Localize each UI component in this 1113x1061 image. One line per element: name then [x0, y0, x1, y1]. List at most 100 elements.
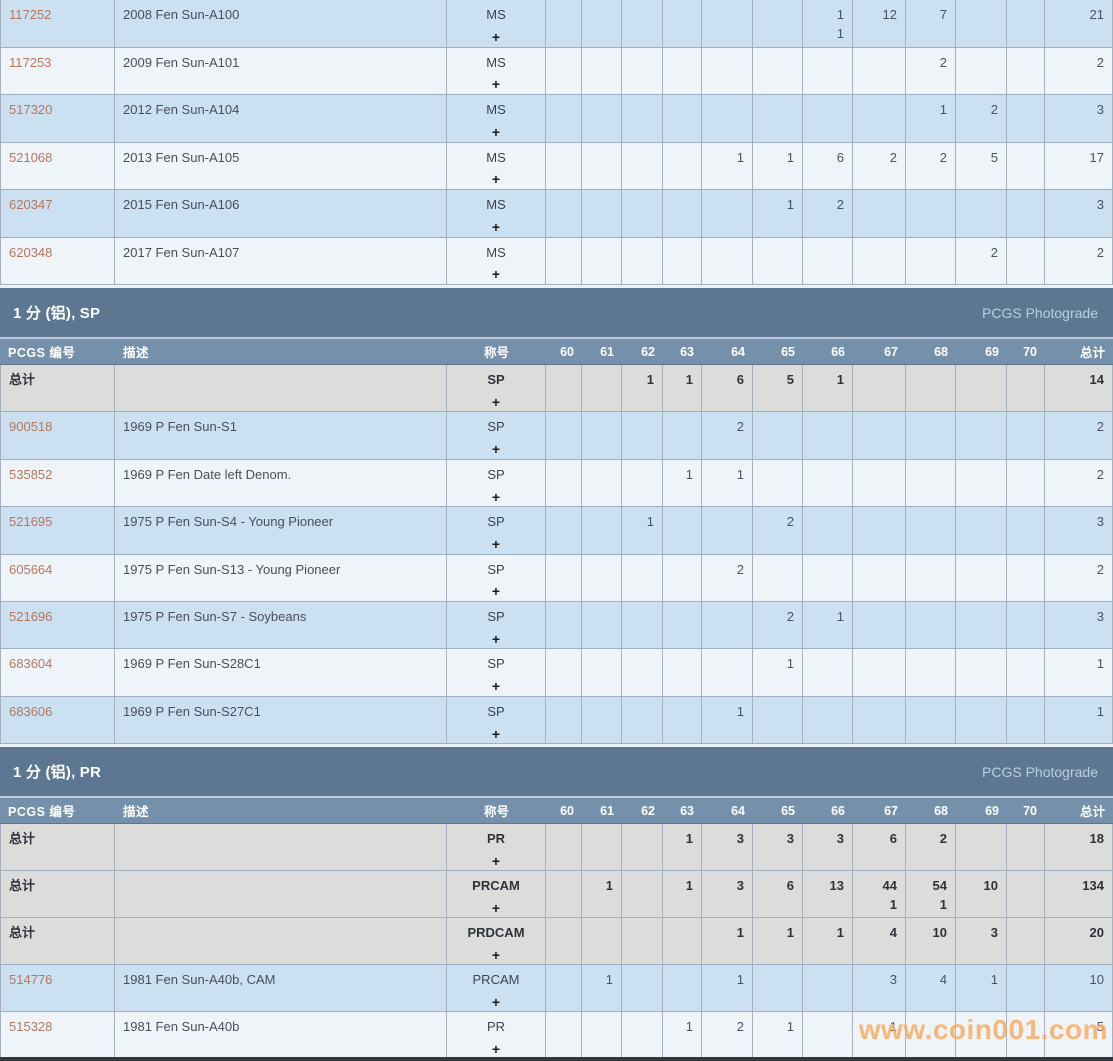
pcgs-number-cell: 521068: [0, 142, 115, 189]
pcgs-number-link[interactable]: 620348: [9, 244, 53, 260]
total-cell: 2: [1045, 237, 1113, 284]
table-row: 117252 2008 Fen Sun-A100 MS +1 1 12 7 21: [0, 0, 1113, 48]
pcgs-number-cell: 620347: [0, 190, 115, 237]
pcgs-photograde-link[interactable]: PCGS Photograde: [982, 763, 1098, 780]
grade-cell-70: [1007, 142, 1045, 189]
grade-cell-61: [582, 190, 622, 237]
grade-cell-61: [582, 142, 622, 189]
plus-grade-indicator: +: [491, 393, 501, 410]
grade-cell-69: [956, 190, 1007, 237]
pcgs-number-link[interactable]: 521695: [9, 514, 53, 530]
grade-cell-69: 2: [956, 95, 1007, 142]
designation-label: MS: [486, 54, 506, 70]
pcgs-number-link[interactable]: 683604: [9, 656, 53, 672]
pcgs-number-cell: 521695: [0, 507, 115, 554]
column-header-pcgs-number: PCGS 编号: [8, 346, 76, 360]
designation-cell: MS +: [447, 142, 546, 189]
grade-cell-68: [906, 601, 956, 649]
pcgs-number-link[interactable]: 535852: [9, 466, 53, 482]
grade-cell-60: [546, 365, 582, 412]
pcgs-number-link[interactable]: 620347: [9, 197, 53, 212]
grade-cell-65: [753, 95, 803, 142]
grade-cell-61: [582, 95, 622, 142]
pcgs-number-link[interactable]: 900518: [9, 419, 53, 435]
grade-cell-61: [582, 365, 622, 412]
description-cell: 2017 Fen Sun-A107: [115, 237, 447, 284]
plus-grade-indicator: +: [491, 171, 501, 188]
plus-grade-indicator: +: [491, 946, 501, 963]
grade-cell-67: [853, 459, 906, 507]
grade-cell-69: [956, 459, 1007, 507]
column-header-grade-63: 63: [680, 344, 694, 359]
designation-label: MS: [486, 149, 506, 165]
section-ms-continuation: 117252 2008 Fen Sun-A100 MS +1 1 12 7 21 117253…: [0, 0, 1113, 285]
grade-cell-60: [546, 47, 582, 94]
grade-cell-68: [906, 649, 956, 696]
description-cell: 1969 P Fen Date left Denom.: [115, 459, 447, 507]
column-header-grade-64: 64: [731, 344, 745, 359]
grade-cell-63: 1: [663, 459, 702, 507]
designation-label: MS: [486, 7, 506, 22]
pcgs-number-link[interactable]: 514776: [9, 972, 53, 988]
grade-cell-63: [663, 0, 702, 47]
pcgs-number-link[interactable]: 515328: [9, 1019, 53, 1035]
grade-cell-65: [753, 412, 803, 459]
grade-cell-70: [1007, 601, 1045, 649]
grade-cell-67: 2: [853, 142, 906, 189]
pcgs-number-link[interactable]: 517320: [9, 102, 53, 117]
pcgs-number-link[interactable]: 117253: [9, 54, 52, 70]
grade-cell-62: [622, 0, 663, 47]
table-row: 535852 1969 P Fen Date left Denom. SP +1 1 2: [0, 459, 1113, 508]
grade-cell-64: 1: [702, 918, 753, 965]
grade-cell-69: 3: [956, 918, 1007, 965]
grade-cell-62: 1: [622, 365, 663, 412]
grade-cell-64: 3: [702, 871, 753, 918]
grade-cell-66: 1 1: [803, 0, 853, 47]
grade-cell-67: [853, 365, 906, 412]
plus-grade-indicator: +: [491, 1040, 501, 1057]
grade-cell-60: [546, 95, 582, 142]
pcgs-number-link[interactable]: 521696: [9, 608, 53, 624]
plus-grade-indicator: +: [491, 852, 501, 869]
pcgs-number-link[interactable]: 521068: [9, 149, 53, 165]
grade-cell-69: 1: [956, 965, 1007, 1012]
grade-cell-67: 3: [853, 965, 906, 1012]
grade-cell-67: 12: [853, 0, 906, 47]
grade-cell-65: 3: [753, 824, 803, 871]
grade-cell-65: [753, 0, 803, 47]
grade-cell-70: [1007, 871, 1045, 918]
grade-cell-64: 1: [702, 965, 753, 1012]
grade-cell-63: [663, 918, 702, 965]
grade-cell-65: [753, 459, 803, 507]
pcgs-number-link[interactable]: 117252: [9, 7, 52, 22]
pcgs-number-cell: 总计: [0, 871, 115, 918]
grade-cell-68: [906, 507, 956, 554]
grade-cell-62: [622, 696, 663, 744]
pcgs-number-link[interactable]: 605664: [9, 561, 53, 577]
grade-cell-63: [663, 95, 702, 142]
grade-cell-69: [956, 1012, 1007, 1059]
grade-cell-60: [546, 601, 582, 649]
grade-cell-68: 4: [906, 965, 956, 1012]
grade-cell-64: [702, 95, 753, 142]
table-row: 521068 2013 Fen Sun-A105 MS +1 1 6 2 2 5 17: [0, 142, 1113, 190]
grade-cell-65: 2: [753, 601, 803, 649]
grade-cell-60: [546, 1012, 582, 1059]
pcgs-number-link[interactable]: 683606: [9, 703, 53, 719]
grade-cell-64: 1: [702, 142, 753, 189]
grade-cell-69: [956, 554, 1007, 601]
column-header-grade-65: 65: [781, 344, 795, 359]
designation-cell: PRCAM +: [447, 965, 546, 1012]
grade-cell-70: [1007, 365, 1045, 412]
grade-cell-70: [1007, 554, 1045, 601]
pcgs-photograde-link[interactable]: PCGS Photograde: [982, 304, 1098, 321]
total-cell: 20: [1045, 918, 1113, 965]
grade-cell-63: [663, 507, 702, 554]
grade-cell-67: [853, 554, 906, 601]
table-row: 总计 PRCAM +1 1 3 6 13 44 1 54 1 10 134: [0, 871, 1113, 919]
pcgs-number-cell: 117253: [0, 47, 115, 94]
grade-cell-65: 1: [753, 1012, 803, 1059]
grade-cell-70: [1007, 918, 1045, 965]
grade-cell-66: 1: [803, 365, 853, 412]
